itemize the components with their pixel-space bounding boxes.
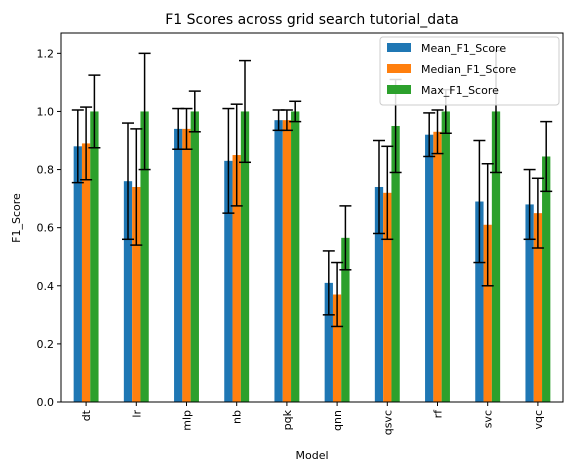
x-tick-label: qsvc bbox=[381, 410, 394, 435]
x-tick-label: pqk bbox=[281, 409, 294, 430]
bar bbox=[274, 120, 283, 403]
bar bbox=[291, 111, 300, 402]
bar bbox=[182, 128, 191, 402]
y-tick-label: 1.2 bbox=[37, 47, 55, 60]
bar bbox=[240, 111, 250, 402]
y-tick-label: 0.4 bbox=[37, 280, 55, 293]
x-tick-label: svc bbox=[482, 410, 495, 428]
plot-area bbox=[71, 49, 553, 403]
x-tick-label: rf bbox=[432, 409, 445, 419]
y-axis: 0.0 0.2 0.4 0.6 0.8 1.0 1.2 bbox=[37, 47, 61, 409]
y-tick-label: 0.8 bbox=[37, 164, 55, 177]
bar bbox=[491, 111, 501, 402]
x-tick-label: qnn bbox=[331, 410, 344, 431]
bar bbox=[324, 282, 333, 402]
bar bbox=[224, 160, 233, 402]
legend-swatch bbox=[387, 85, 411, 94]
y-tick-label: 1.0 bbox=[37, 105, 55, 118]
y-tick-label: 0.2 bbox=[37, 338, 55, 351]
bar bbox=[374, 186, 384, 402]
x-axis: dt lr mlp nb pqk qnn qsvc rf svc vqc bbox=[80, 402, 545, 435]
y-axis-label: F1_Score bbox=[10, 193, 23, 243]
x-tick-label: dt bbox=[80, 409, 93, 421]
y-tick-label: 0.0 bbox=[37, 396, 55, 409]
bar bbox=[542, 156, 551, 402]
bar bbox=[174, 128, 183, 402]
bar bbox=[81, 143, 91, 402]
legend-label: Mean_F1_Score bbox=[421, 42, 506, 55]
bar bbox=[123, 181, 133, 402]
bar bbox=[282, 120, 292, 403]
x-tick-label: nb bbox=[231, 410, 244, 424]
bar bbox=[533, 213, 543, 402]
bar bbox=[232, 155, 241, 402]
legend: Mean_F1_Score Median_F1_Score Max_F1_Score bbox=[379, 36, 560, 106]
bar bbox=[190, 111, 199, 402]
legend-swatch bbox=[387, 64, 411, 73]
bar bbox=[73, 146, 82, 402]
bar bbox=[425, 134, 434, 402]
x-axis-label: Model bbox=[295, 449, 328, 462]
y-tick-label: 0.6 bbox=[37, 222, 55, 235]
legend-label: Max_F1_Score bbox=[421, 84, 499, 97]
bar bbox=[132, 186, 141, 402]
bar bbox=[483, 224, 492, 402]
bar bbox=[332, 294, 342, 402]
bar bbox=[525, 204, 534, 402]
legend-swatch bbox=[387, 43, 411, 52]
bar bbox=[475, 201, 484, 402]
bar bbox=[341, 237, 350, 402]
bar bbox=[90, 111, 99, 402]
bar bbox=[140, 111, 149, 402]
x-tick-label: mlp bbox=[181, 410, 194, 431]
bar bbox=[383, 192, 392, 402]
bar bbox=[391, 125, 400, 402]
legend-label: Median_F1_Score bbox=[421, 63, 516, 76]
legend-box bbox=[379, 36, 560, 106]
x-tick-label: vqc bbox=[532, 410, 545, 430]
bar bbox=[433, 131, 442, 402]
x-tick-label: lr bbox=[130, 410, 143, 418]
chart-title: F1 Scores across grid search tutorial_da… bbox=[165, 12, 459, 28]
plot-frame bbox=[60, 32, 564, 403]
bar bbox=[441, 111, 450, 402]
